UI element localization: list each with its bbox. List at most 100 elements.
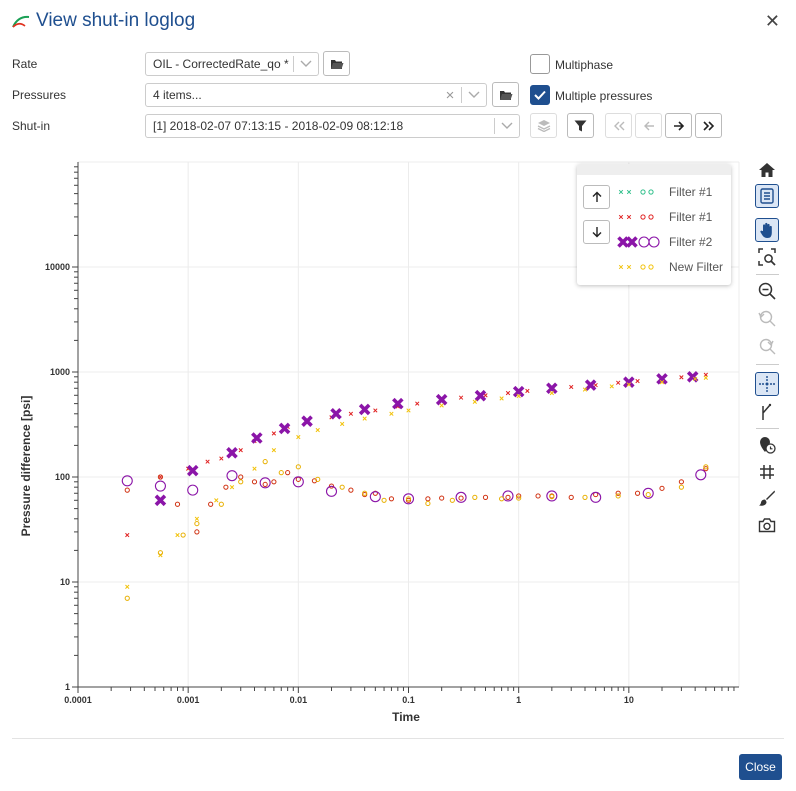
legend-move-down-button[interactable] <box>583 220 610 244</box>
layers-button[interactable] <box>530 113 557 138</box>
data-point <box>124 595 130 601</box>
multiphase-checkbox[interactable] <box>530 54 550 74</box>
legend-item[interactable]: New Filter <box>617 259 723 275</box>
data-point <box>121 475 133 487</box>
data-point <box>505 390 511 396</box>
rate-open-button[interactable] <box>323 51 350 76</box>
first-shutin-button[interactable] <box>605 113 632 138</box>
pan-icon[interactable] <box>755 218 779 242</box>
legend-header[interactable] <box>577 164 731 175</box>
data-point <box>125 584 130 589</box>
home-icon[interactable] <box>755 158 779 182</box>
crosshair-icon[interactable] <box>755 372 779 396</box>
data-point <box>223 484 229 490</box>
data-point <box>340 421 345 427</box>
data-point <box>499 496 505 502</box>
chevron-down-icon[interactable] <box>294 60 318 68</box>
data-point <box>635 378 640 384</box>
toolbar-separator <box>756 364 779 365</box>
chevron-down-icon[interactable] <box>462 91 486 99</box>
data-point <box>512 385 525 398</box>
legend-item[interactable]: Filter #2 <box>617 234 712 250</box>
data-point <box>618 189 624 195</box>
double-chevron-left-icon <box>613 121 624 130</box>
data-point <box>271 448 277 453</box>
arrow-up-icon <box>592 191 601 202</box>
data-point <box>648 214 654 220</box>
next-shutin-button[interactable] <box>665 113 692 138</box>
data-point <box>285 470 291 476</box>
data-point <box>125 532 130 538</box>
data-point <box>546 382 558 395</box>
data-point <box>703 375 708 380</box>
toolbar-separator <box>756 274 779 275</box>
brush-icon[interactable] <box>755 486 779 510</box>
y-tick-label: 1 <box>65 682 70 692</box>
data-point <box>251 432 263 444</box>
data-point <box>502 490 514 502</box>
chart-axes: 0.0001 0.001 0.01 0.1 1 10 1 10 100 1000 10000 <box>45 162 739 705</box>
shutin-label: Shut-in <box>12 119 51 133</box>
filter-button[interactable] <box>567 113 594 138</box>
data-point <box>296 434 301 440</box>
loglog-chart[interactable]: 0.0001 0.001 0.01 0.1 1 10 1 10 100 1000 10000 Tim… <box>0 150 750 730</box>
data-point <box>505 494 511 500</box>
redo-zoom-icon[interactable] <box>755 334 779 358</box>
data-point <box>405 496 412 502</box>
multiple-pressures-checkbox[interactable] <box>530 85 550 105</box>
legend-icon[interactable] <box>755 184 779 208</box>
data-point <box>648 264 654 270</box>
zoom-box-icon[interactable] <box>755 245 779 269</box>
grid-icon[interactable] <box>755 460 779 484</box>
data-point <box>124 487 130 493</box>
camera-icon[interactable] <box>755 513 779 537</box>
last-shutin-button[interactable] <box>695 113 722 138</box>
data-point <box>218 501 224 507</box>
time-marker-icon[interactable] <box>755 433 779 457</box>
legend-move-up-button[interactable] <box>583 185 610 209</box>
data-point <box>194 520 200 527</box>
zoom-out-icon[interactable] <box>755 279 779 303</box>
data-point <box>618 264 624 270</box>
arrow-down-icon <box>592 227 601 238</box>
shutin-select[interactable]: [1] 2018-02-07 07:13:15 - 2018-02-09 08:… <box>145 114 520 138</box>
chevron-down-icon[interactable] <box>495 122 519 130</box>
legend-item[interactable]: Filter #1 <box>617 184 712 200</box>
data-point <box>238 448 243 453</box>
undo-zoom-icon[interactable] <box>755 306 779 330</box>
pressures-open-button[interactable] <box>492 82 519 107</box>
close-icon[interactable]: ✕ <box>764 11 780 31</box>
data-point <box>175 532 180 538</box>
data-point <box>455 491 467 503</box>
data-point <box>362 416 367 421</box>
close-button[interactable]: Close <box>739 754 782 780</box>
data-point <box>238 474 244 480</box>
y-tick-label: 1000 <box>50 367 70 377</box>
data-point <box>415 401 420 406</box>
legend-item[interactable]: Filter #1 <box>617 209 712 225</box>
data-point <box>590 491 602 503</box>
legend-swatch <box>618 214 654 220</box>
clear-icon[interactable]: × <box>445 86 455 104</box>
pressures-select[interactable]: 4 items... × <box>145 83 487 107</box>
data-point <box>549 390 554 396</box>
rate-select[interactable]: OIL - CorrectedRate_qo * <box>145 52 319 76</box>
data-point <box>679 375 684 380</box>
y-axis-label: Pressure difference [psi] <box>19 396 33 537</box>
data-point <box>315 427 320 433</box>
data-point <box>278 470 284 476</box>
data-point <box>640 189 646 195</box>
prev-shutin-button[interactable] <box>635 113 662 138</box>
data-point <box>295 464 301 470</box>
x-tick-label: 1 <box>516 695 521 705</box>
data-point <box>645 491 651 498</box>
series-pressure <box>125 375 708 589</box>
data-point <box>389 411 394 416</box>
data-point <box>154 494 167 507</box>
derivative-icon[interactable] <box>755 400 779 424</box>
data-point <box>695 469 707 481</box>
data-point <box>703 464 709 470</box>
data-point <box>358 403 371 416</box>
data-point <box>238 479 244 485</box>
data-point <box>157 550 164 556</box>
